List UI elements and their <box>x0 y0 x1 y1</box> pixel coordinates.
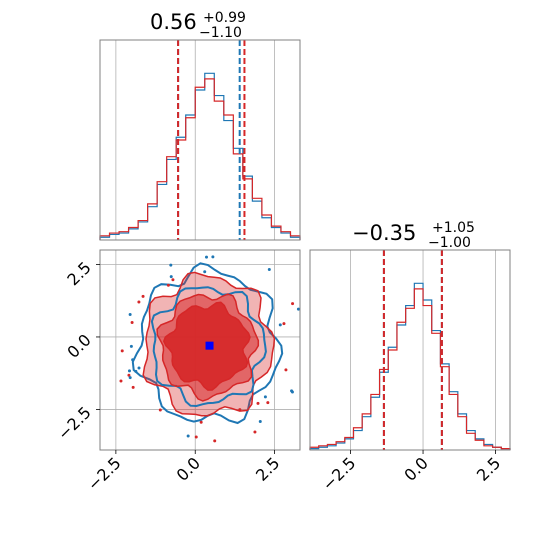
outlier-point <box>166 283 170 287</box>
outlier-point <box>204 255 208 259</box>
marginal-histogram-param-1: 0.56 +0.99 −1.10 <box>99 10 301 241</box>
outlier-point <box>267 268 271 272</box>
outlier-point <box>127 373 131 377</box>
outlier-point <box>131 385 135 389</box>
outlier-points <box>119 255 300 443</box>
histogram-series-2 <box>309 288 511 450</box>
outlier-point <box>199 420 203 424</box>
param-1-title-plus: +0.99 <box>203 10 246 26</box>
outlier-point <box>290 390 294 394</box>
outlier-point <box>134 369 138 373</box>
outlier-point <box>141 294 145 298</box>
grid-lines <box>350 250 496 450</box>
x-tick-label: 2.5 <box>252 453 283 484</box>
contour-line-3 <box>150 286 267 408</box>
histogram-series-1 <box>99 72 301 240</box>
grid-lines <box>115 40 276 240</box>
histogram-series-1 <box>309 282 511 450</box>
outlier-point <box>137 366 141 370</box>
outlier-point <box>129 344 133 348</box>
outlier-point <box>171 278 175 282</box>
param-1-title: 0.56 <box>150 10 197 34</box>
outlier-point <box>256 401 260 405</box>
y-tick-label: 2.5 <box>63 258 94 289</box>
outlier-point <box>266 401 270 405</box>
outlier-point <box>213 439 217 443</box>
outlier-point <box>137 300 141 304</box>
outlier-point <box>169 275 173 279</box>
param-2-title-minus: −1.00 <box>428 235 471 251</box>
histogram-series-2 <box>99 78 301 240</box>
x-tick-label: 0.0 <box>173 453 204 484</box>
outlier-point <box>238 408 242 412</box>
outlier-point <box>127 369 131 373</box>
outlier-point <box>203 270 207 274</box>
outlier-point <box>130 320 134 324</box>
histogram-series <box>99 72 301 240</box>
x-tick-label: −2.5 <box>84 453 125 494</box>
outlier-point <box>253 430 257 434</box>
histogram-series <box>309 282 511 450</box>
outlier-point <box>278 323 282 327</box>
x-tick-labels: −2.5 0.0 2.5 <box>84 450 283 494</box>
outlier-point <box>296 307 300 311</box>
outlier-point <box>263 395 267 399</box>
outlier-point <box>128 376 132 380</box>
outlier-point <box>119 379 123 383</box>
outlier-point <box>258 420 262 424</box>
outlier-point <box>211 255 215 259</box>
y-tick-label: −2.5 <box>54 403 95 444</box>
axes-frame <box>309 249 511 451</box>
x-tick-labels: −2.5 0.0 2.5 <box>318 450 504 494</box>
outlier-point <box>131 358 135 362</box>
outlier-point <box>282 322 286 326</box>
axes-frame <box>99 39 301 241</box>
y-tick-label: 0.0 <box>63 330 94 361</box>
quantile-lines <box>177 40 246 240</box>
marginal-histogram-param-2: −2.5 0.0 2.5 −0.35 +1.05 −1.00 <box>309 220 511 494</box>
x-tick-label: 0.0 <box>400 453 431 484</box>
x-tick-label: 2.5 <box>473 453 504 484</box>
param-1-title-minus: −1.10 <box>199 25 242 41</box>
joint-contour-panel: −2.5 0.0 2.5 −2.5 0.0 2.5 <box>54 249 301 494</box>
outlier-point <box>194 435 198 439</box>
contour-line-1 <box>131 262 284 425</box>
truth-marker <box>205 341 214 350</box>
outlier-point <box>158 408 162 412</box>
outlier-point <box>169 263 173 267</box>
param-2-title: −0.35 <box>352 221 416 245</box>
outlier-point <box>291 302 295 306</box>
outlier-point <box>186 434 190 438</box>
param-2-title-plus: +1.05 <box>432 220 475 236</box>
y-tick-labels: −2.5 0.0 2.5 <box>54 258 100 444</box>
outlier-point <box>128 312 132 316</box>
x-tick-label: −2.5 <box>318 453 359 494</box>
axes-frame <box>99 249 301 451</box>
outlier-point <box>284 368 288 372</box>
outlier-point <box>120 349 124 353</box>
quantile-lines <box>382 250 443 450</box>
